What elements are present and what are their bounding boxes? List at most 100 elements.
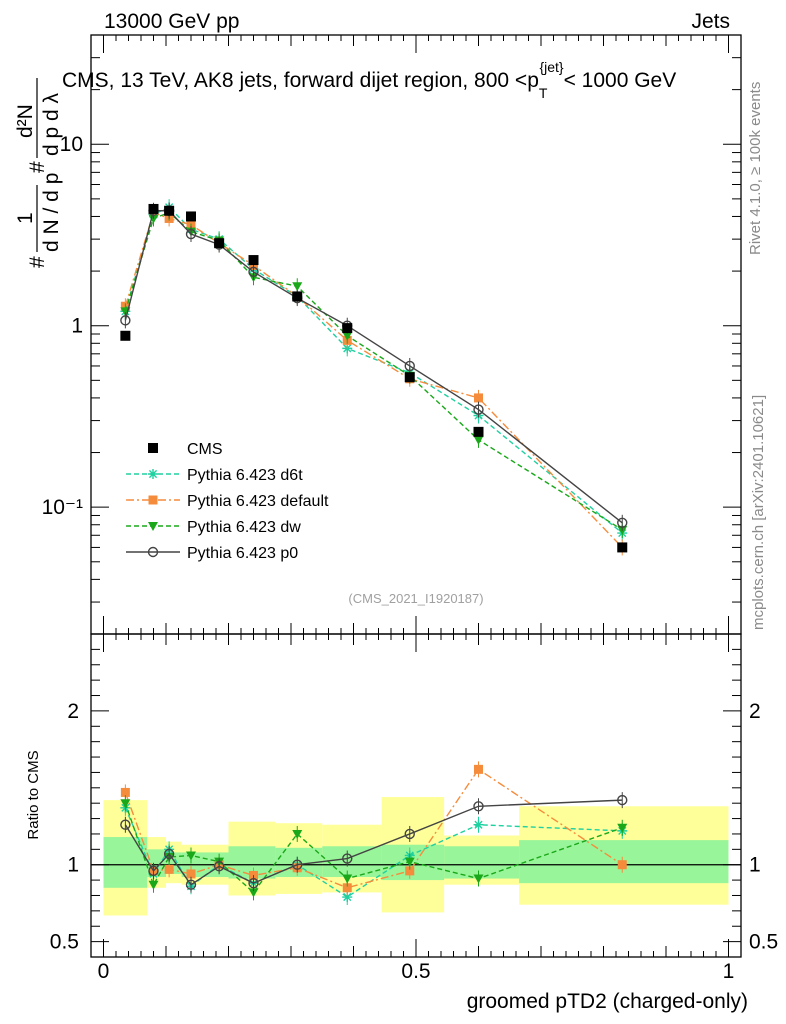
y-tick-label: 10⁻¹ [42,496,83,519]
mcplots-label: mcplots.cern.ch [arXiv:2401.10621] [750,395,767,630]
data-point [473,874,484,884]
data-point [292,859,303,870]
data-point [120,787,130,797]
series-cms [120,203,628,553]
x-axis-label: groomed pTD2 (charged-only) [467,990,748,1013]
data-point [292,282,303,292]
legend-label: Pythia 6.423 dw [187,519,301,536]
legend-marker [147,546,159,558]
x-tick-label: 0 [98,960,110,983]
ratio-panel [120,761,628,906]
data-point [617,860,627,870]
ratio-y-tick-label-right: 0.5 [749,931,778,954]
data-point [404,857,415,867]
data-point [186,211,196,222]
series-pythia-6-423-dw [120,204,628,538]
data-point [342,853,353,864]
analysis-tag: (CMS_2021_I1920187) [348,591,483,606]
data-point [164,205,175,216]
data-point [292,829,303,839]
data-point [473,426,484,437]
svg-text:1: 1 [14,212,37,224]
series-line [124,206,623,534]
data-point [474,764,483,774]
svg-text:#: # [26,161,49,173]
svg-text:d N / d p: d N / d p [40,173,63,252]
svg-text:d²N: d²N [14,104,37,138]
data-point [473,819,484,830]
y-tick-label: 10 [60,133,83,156]
data-point [292,291,303,302]
legend-marker [148,443,158,453]
data-point [473,404,484,415]
data-point [248,888,259,898]
data-point [404,372,415,383]
data-point [342,323,353,334]
data-point [617,517,628,529]
legend-entry: Pythia 6.423 dw [126,519,301,536]
data-point [473,801,484,812]
data-point [404,828,415,840]
data-point [164,864,174,874]
x-tick-label: 0.5 [401,960,430,983]
data-point [342,874,353,884]
data-point [473,435,484,445]
data-point [404,360,415,372]
ratio-y-tick-label: 2 [67,700,79,723]
data-point [248,255,259,266]
data-point [185,228,197,240]
data-point [617,542,628,553]
data-point [342,892,353,903]
y-tick-label: 1 [71,315,83,338]
legend-entry: Pythia 6.423 default [126,493,329,510]
data-point [342,883,352,893]
legend-entry: Pythia 6.423 p0 [126,545,298,562]
data-point [186,869,196,879]
data-point [213,861,225,872]
legend-label: CMS [187,441,223,458]
data-point [163,848,175,860]
band-green [103,837,148,888]
ratio-y-axis-label: Ratio to CMS [25,750,42,839]
x-tick-label: 1 [723,960,735,983]
legend: CMS Pythia 6.423 d6t Pythia 6.423 default P… [126,441,329,562]
legend-marker [148,522,158,531]
data-point [148,880,159,890]
data-point [148,865,159,877]
ratio-y-tick-label: 0.5 [50,931,79,954]
svg-text:d p d λ: d p d λ [40,92,63,156]
data-point [120,330,131,341]
data-point [617,794,628,806]
legend-entry: CMS [148,441,223,458]
data-point [185,879,197,890]
header-right: Jets [691,10,730,33]
data-point [248,877,259,889]
legend-label: Pythia 6.423 p0 [187,545,298,562]
main-panel [120,199,628,556]
series-pythia-6-423-p0 [120,792,628,893]
plot-title: CMS, 13 TeV, AK8 jets, forward dijet reg… [62,59,676,101]
ratio-y-tick-label: 1 [67,854,79,877]
data-point [474,393,483,403]
ratio-y-tick-label-right: 1 [749,854,761,877]
legend-marker [148,495,158,505]
legend-entry: Pythia 6.423 d6t [126,467,303,484]
legend-label: Pythia 6.423 d6t [187,467,303,484]
data-point [120,315,131,326]
band-green [444,846,520,879]
legend-label: Pythia 6.423 default [187,493,329,510]
legend-marker [148,469,158,479]
series-pythia-6-423-dw [120,795,628,901]
data-point [617,823,628,833]
data-point [148,214,159,224]
main-y-axis-label: # 1 d N / d p # d²N d p d λ [14,78,63,268]
data-point [248,266,259,278]
data-point [405,866,415,876]
rivet-label: Rivet 4.1.0, ≥ 100k events [747,82,764,255]
data-point [120,799,131,809]
series-line [124,211,623,531]
data-point [186,851,196,861]
data-point [214,238,225,249]
svg-text:#: # [26,256,49,268]
